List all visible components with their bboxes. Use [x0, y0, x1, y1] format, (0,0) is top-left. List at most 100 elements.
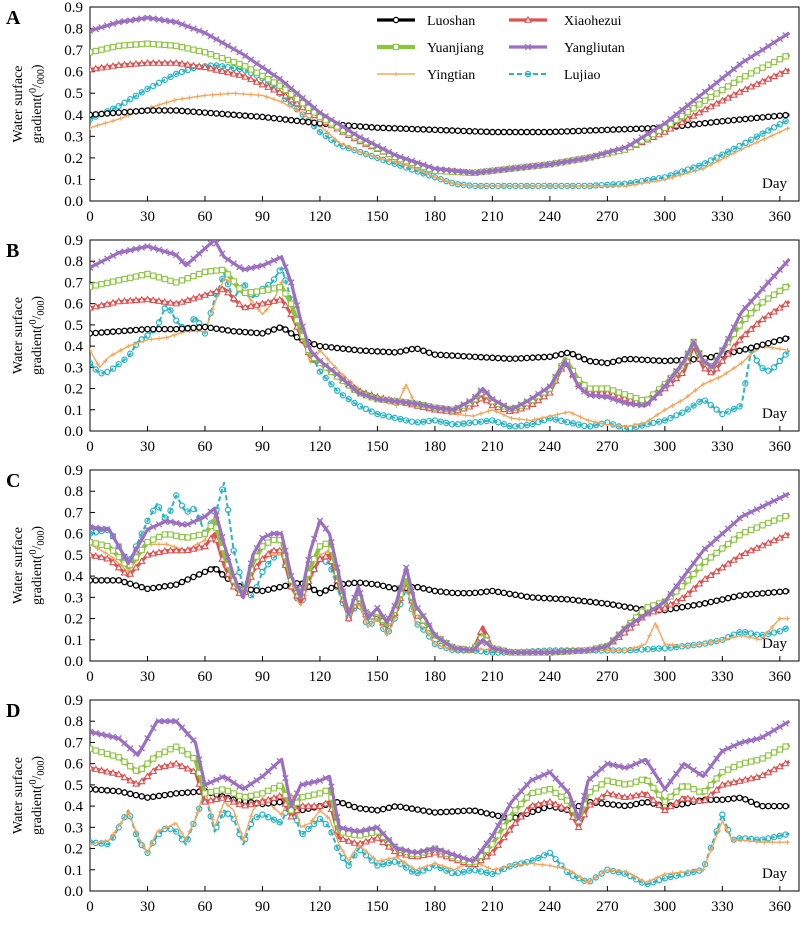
data-point — [529, 163, 536, 170]
data-point — [782, 335, 789, 342]
data-point — [707, 781, 715, 789]
data-point — [540, 649, 548, 656]
data-point — [98, 110, 105, 118]
data-point — [673, 367, 680, 375]
data-point — [103, 358, 108, 364]
data-point — [265, 539, 272, 546]
data-point — [126, 17, 134, 24]
data-point — [345, 826, 352, 833]
data-point — [120, 773, 129, 781]
data-point — [782, 111, 789, 119]
data-point — [144, 849, 151, 857]
data-point — [500, 402, 508, 409]
data-point — [144, 325, 151, 333]
data-point — [759, 130, 766, 137]
data-point — [219, 486, 226, 493]
data-point — [156, 541, 162, 547]
data-point — [770, 629, 778, 636]
data-point — [184, 45, 191, 52]
data-point — [229, 797, 238, 805]
data-point — [707, 598, 715, 606]
series-markers-yuanjiang — [90, 743, 789, 866]
data-point — [454, 645, 462, 652]
data-point — [719, 545, 726, 552]
y-tick-label: 0.4 — [64, 339, 83, 355]
data-point — [598, 393, 605, 400]
data-point — [279, 812, 284, 817]
data-point — [639, 642, 645, 648]
data-point — [299, 94, 306, 102]
data-point — [292, 99, 301, 107]
data-point — [586, 788, 594, 796]
data-point — [264, 586, 272, 593]
data-point — [144, 270, 151, 278]
legend-label: Lujiao — [564, 68, 601, 83]
data-point — [92, 540, 99, 547]
data-point — [219, 786, 226, 793]
data-point — [431, 351, 439, 358]
data-point — [598, 870, 605, 877]
data-point — [690, 338, 697, 346]
data-point — [167, 277, 174, 284]
data-point — [121, 578, 128, 586]
data-point — [363, 619, 369, 625]
data-point — [195, 571, 203, 578]
data-point — [103, 577, 111, 584]
data-point — [172, 58, 181, 66]
data-point — [454, 127, 462, 134]
data-point — [776, 802, 784, 810]
data-point — [241, 303, 250, 311]
data-point — [516, 416, 522, 422]
data-point — [673, 604, 680, 612]
data-point — [305, 792, 312, 800]
data-point — [90, 577, 94, 584]
data-point — [218, 773, 226, 781]
data-point — [155, 58, 163, 66]
x-tick-label: 60 — [197, 899, 212, 915]
data-point — [310, 586, 318, 594]
data-point — [746, 634, 752, 640]
data-point — [616, 183, 622, 189]
data-point — [126, 580, 134, 588]
data-point — [776, 266, 784, 273]
data-point — [316, 790, 324, 797]
data-point — [385, 348, 393, 356]
data-point — [183, 546, 192, 553]
data-point — [90, 49, 94, 56]
y-axis-label-line1: Water surface — [11, 527, 26, 604]
data-point — [500, 647, 508, 655]
data-point — [731, 634, 737, 640]
data-point — [95, 546, 100, 551]
data-point — [172, 332, 177, 338]
data-point — [126, 745, 134, 752]
ylabel-sup: 0 — [28, 88, 39, 93]
data-point — [259, 811, 266, 818]
data-point — [540, 787, 548, 794]
data-point — [224, 271, 232, 278]
data-point — [736, 794, 743, 802]
data-point — [126, 810, 131, 815]
data-point — [731, 150, 737, 156]
data-point — [638, 125, 646, 132]
data-point — [529, 128, 536, 136]
data-point — [126, 246, 134, 254]
data-point — [558, 364, 565, 371]
ylabel-close: ) — [30, 296, 45, 301]
data-point — [765, 61, 772, 69]
data-point — [396, 849, 405, 857]
data-point — [92, 47, 99, 55]
data-point — [604, 359, 611, 367]
data-point — [644, 609, 651, 617]
data-point — [724, 795, 732, 803]
data-point — [673, 412, 680, 419]
legend-label: Xiaohezui — [564, 14, 622, 29]
data-point — [562, 866, 568, 872]
y-tick-label: 0.8 — [64, 22, 83, 38]
data-point — [402, 847, 410, 854]
data-point — [690, 766, 697, 774]
data-point — [678, 112, 686, 120]
data-point — [344, 614, 353, 622]
data-point — [155, 583, 163, 591]
series-markers-yingtian — [90, 786, 790, 885]
data-point — [621, 603, 628, 610]
